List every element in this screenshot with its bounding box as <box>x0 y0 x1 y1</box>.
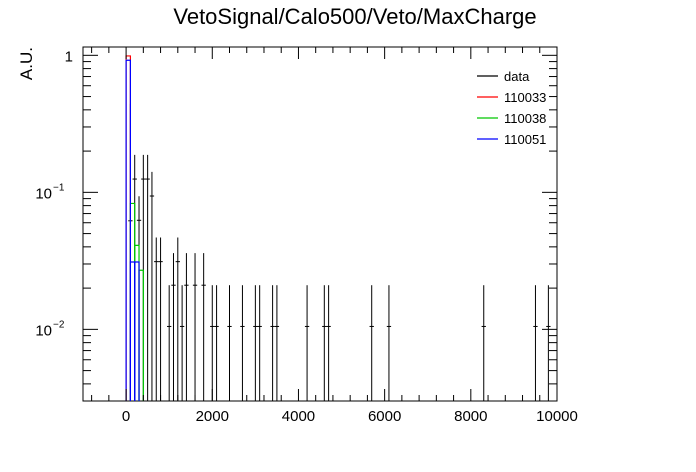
bin-110051-0 <box>125 59 131 401</box>
x-tick-label: 10000 <box>536 408 578 425</box>
data-point-12 <box>184 253 189 401</box>
data-point-16 <box>214 285 219 401</box>
data-point-28 <box>481 285 486 401</box>
x-tick-label: 0 <box>122 408 130 425</box>
data-point-13 <box>192 253 198 401</box>
data-point-18 <box>240 285 245 401</box>
chart-title: VetoSignal/Calo500/Veto/MaxCharge <box>173 4 536 29</box>
data-point-10 <box>175 237 180 401</box>
bin-110033-0 <box>125 55 131 401</box>
y-tick-label: 10 <box>35 185 52 202</box>
x-tick-label: 2000 <box>196 408 229 425</box>
legend-label-110033: 110033 <box>504 90 546 105</box>
data-point-29 <box>533 285 538 401</box>
data-point-7 <box>158 237 163 401</box>
legend-label-data: data <box>504 69 530 84</box>
chart-marks <box>125 55 551 401</box>
data-point-21 <box>270 285 275 401</box>
y-tick-exponent: −1 <box>53 182 65 193</box>
x-tick-label: 6000 <box>368 408 401 425</box>
legend-label-110038: 110038 <box>504 111 546 126</box>
data-point-4 <box>145 154 150 401</box>
data-point-27 <box>386 285 392 401</box>
bin-110038-1 <box>134 244 140 401</box>
y-axis-label: A.U. <box>17 47 36 80</box>
legend: data 110033 110038 110051 <box>477 69 546 147</box>
y-tick-label: 1 <box>65 48 73 65</box>
data-point-11 <box>179 285 185 401</box>
bin-110051-2 <box>134 261 140 401</box>
data-point-8 <box>167 285 172 401</box>
data-point-6 <box>154 237 159 401</box>
bin-110038-2 <box>138 269 144 401</box>
data-point-19 <box>253 285 258 401</box>
data-point-24 <box>322 285 327 401</box>
data-point-22 <box>274 285 280 401</box>
y-tick-label: 10 <box>35 322 52 339</box>
x-tick-label: 8000 <box>454 408 487 425</box>
data-point-9 <box>171 253 176 401</box>
plot-frame <box>82 46 558 402</box>
data-point-25 <box>326 285 331 401</box>
data-point-23 <box>304 285 310 401</box>
data-point-5 <box>149 171 155 401</box>
bin-110051-1 <box>129 261 136 401</box>
legend-label-110051: 110051 <box>504 132 546 147</box>
data-point-15 <box>210 285 215 401</box>
data-point-14 <box>201 253 206 401</box>
data-point-17 <box>227 285 232 401</box>
y-tick-exponent: −2 <box>53 319 65 330</box>
data-point-30 <box>546 285 551 401</box>
x-tick-label: 4000 <box>282 408 315 425</box>
data-point-26 <box>369 285 374 401</box>
bin-110038-0 <box>129 202 136 401</box>
data-point-20 <box>257 285 262 401</box>
